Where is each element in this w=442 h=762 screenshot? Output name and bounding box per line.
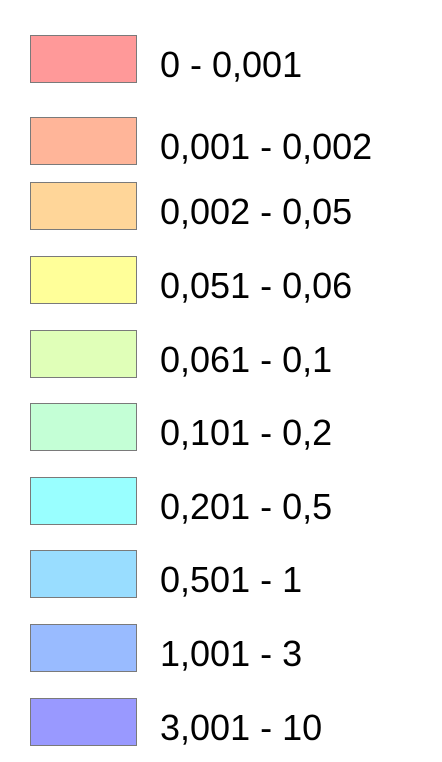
legend-item: 0,001 - 0,002 <box>0 117 442 177</box>
legend-item: 0,061 - 0,1 <box>0 330 442 390</box>
legend-item: 0,101 - 0,2 <box>0 403 442 463</box>
legend-swatch <box>30 330 137 378</box>
legend-item: 0,051 - 0,06 <box>0 256 442 316</box>
legend-swatch <box>30 256 137 304</box>
legend-swatch <box>30 698 137 746</box>
legend-item: 0,002 - 0,05 <box>0 182 442 242</box>
legend-swatch <box>30 550 137 598</box>
legend-swatch <box>30 182 137 230</box>
legend-label: 1,001 - 3 <box>160 633 303 674</box>
legend-item: 0,201 - 0,5 <box>0 477 442 537</box>
legend-swatch <box>30 117 137 165</box>
legend-label: 0,061 - 0,1 <box>160 339 333 380</box>
legend-item: 0,501 - 1 <box>0 550 442 610</box>
legend-label: 0,201 - 0,5 <box>160 486 333 527</box>
legend-swatch <box>30 624 137 672</box>
legend-swatch <box>30 35 137 83</box>
legend-label: 3,001 - 10 <box>160 707 323 748</box>
legend-swatch <box>30 403 137 451</box>
legend-item: 1,001 - 3 <box>0 624 442 684</box>
legend-label: 0,001 - 0,002 <box>160 126 373 167</box>
legend-item: 0 - 0,001 <box>0 35 442 95</box>
legend-label: 0,051 - 0,06 <box>160 265 353 306</box>
legend-label: 0,002 - 0,05 <box>160 191 353 232</box>
legend-label: 0,501 - 1 <box>160 559 303 600</box>
legend-swatch <box>30 477 137 525</box>
legend-item: 3,001 - 10 <box>0 698 442 758</box>
legend-label: 0 - 0,001 <box>160 44 303 85</box>
legend-label: 0,101 - 0,2 <box>160 412 333 453</box>
